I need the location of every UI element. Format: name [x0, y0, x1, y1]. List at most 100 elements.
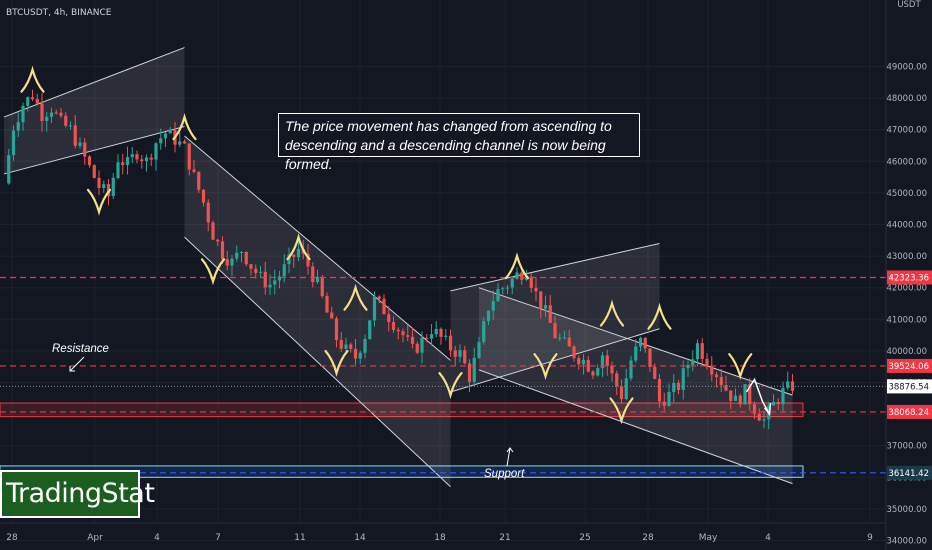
candle-body — [501, 288, 505, 290]
logo-text: TradingStat — [6, 478, 155, 509]
candle-body — [68, 125, 73, 127]
candle-body — [377, 296, 381, 299]
zigzag-mark — [86, 188, 112, 216]
candle-body — [543, 305, 548, 309]
level-price-label: 36141.42 — [888, 469, 929, 479]
candle-body — [619, 386, 624, 400]
support-arrowhead — [506, 447, 514, 453]
candle-body — [610, 365, 614, 374]
support-zone — [0, 465, 804, 478]
candle-body — [738, 395, 742, 405]
time-axis[interactable]: 28 Apr 4 7 11 14 18 21 25 28 May 4 9 — [6, 533, 873, 543]
candle-body — [125, 157, 130, 165]
candle-body — [216, 239, 220, 242]
candle-body — [600, 355, 605, 369]
candle-body — [330, 312, 334, 319]
candle-body — [634, 346, 638, 361]
candle-body — [358, 352, 362, 359]
price-tick-label: 46000.00 — [886, 157, 927, 167]
zigzag-mark — [20, 65, 45, 93]
candle-body — [235, 252, 239, 259]
candle-body — [83, 142, 87, 157]
candle-body — [220, 241, 225, 260]
zigzag-mark — [286, 233, 311, 261]
candle-body — [135, 154, 139, 160]
candle-body — [292, 254, 296, 258]
zigzag-mark — [533, 353, 558, 381]
candle-body — [325, 295, 329, 313]
zigzag-mark — [200, 258, 226, 286]
candle-body — [244, 252, 248, 265]
candle-body — [719, 377, 723, 386]
price-tick-label: 34000.00 — [886, 537, 927, 547]
price-tick-label: 41000.00 — [886, 315, 927, 325]
candle-body — [605, 355, 609, 366]
candle-body — [45, 116, 49, 122]
candle-body — [320, 276, 324, 296]
candle-body — [458, 350, 462, 357]
candle-body — [339, 340, 343, 349]
candle-body — [638, 337, 643, 347]
price-tick-label: 35000.00 — [886, 505, 927, 515]
candle-body — [382, 298, 386, 315]
candle-body — [439, 328, 443, 337]
candle-body — [368, 320, 372, 340]
candle-body — [225, 259, 229, 266]
candle-body — [263, 271, 267, 288]
price-tick-label: 40000.00 — [886, 347, 927, 357]
price-levels — [0, 276, 886, 474]
candle-body — [168, 129, 172, 134]
candle-body — [581, 359, 586, 365]
candle-body — [467, 363, 472, 382]
candle-body — [201, 189, 206, 203]
price-tick-label: 44000.00 — [886, 221, 927, 231]
support-label: Support — [484, 468, 525, 480]
candle-body — [130, 154, 134, 158]
candle-body — [624, 378, 628, 400]
price-tick-label: 47000.00 — [886, 126, 927, 136]
candle-body — [662, 401, 666, 406]
price-tick-label: 37000.00 — [886, 442, 927, 452]
candle-body — [444, 335, 448, 337]
candle-body — [311, 266, 315, 283]
candle-body — [477, 341, 481, 358]
candle-body — [40, 103, 44, 122]
tradingstat-logo: TradingStat — [0, 470, 155, 518]
candle-body — [577, 358, 581, 365]
candle-body — [26, 97, 30, 106]
candle-body — [154, 143, 158, 160]
candle-body — [363, 339, 367, 353]
descending-channel-2-lower — [478, 369, 793, 485]
zigzag-mark — [504, 252, 530, 280]
candle-body — [553, 322, 557, 339]
candle-body — [144, 157, 149, 162]
candle-body — [149, 157, 153, 160]
time-tick-label: 14 — [354, 533, 366, 543]
symbol-title: BTCUSDT, 4h, BINANCE — [6, 8, 112, 18]
ascending-channel-2-lower — [450, 328, 660, 393]
candle-body — [420, 337, 424, 353]
candle-body — [391, 322, 396, 330]
candle-body — [92, 165, 96, 178]
time-tick-label: 7 — [215, 533, 221, 543]
candle-body — [406, 335, 410, 337]
candle-body — [249, 264, 253, 269]
ascending-channel-1-upper — [3, 47, 185, 118]
candle-body — [714, 374, 719, 378]
level-price-label: 42323.36 — [888, 273, 929, 283]
candle-body — [591, 371, 595, 376]
descending-channel-1-upper — [184, 135, 451, 361]
price-tick-label: 45000.00 — [886, 189, 927, 199]
price-tick-label: 43000.00 — [886, 252, 927, 262]
candle-body — [743, 384, 747, 405]
candle-body — [121, 162, 125, 165]
zigzag-mark — [438, 372, 463, 400]
zigzag-mark — [172, 113, 197, 141]
candle-body — [35, 99, 39, 104]
candle-body — [729, 390, 733, 401]
candle-body — [520, 272, 524, 280]
level-zones — [0, 402, 804, 478]
candle-body — [691, 359, 695, 365]
candle-body — [353, 348, 358, 359]
